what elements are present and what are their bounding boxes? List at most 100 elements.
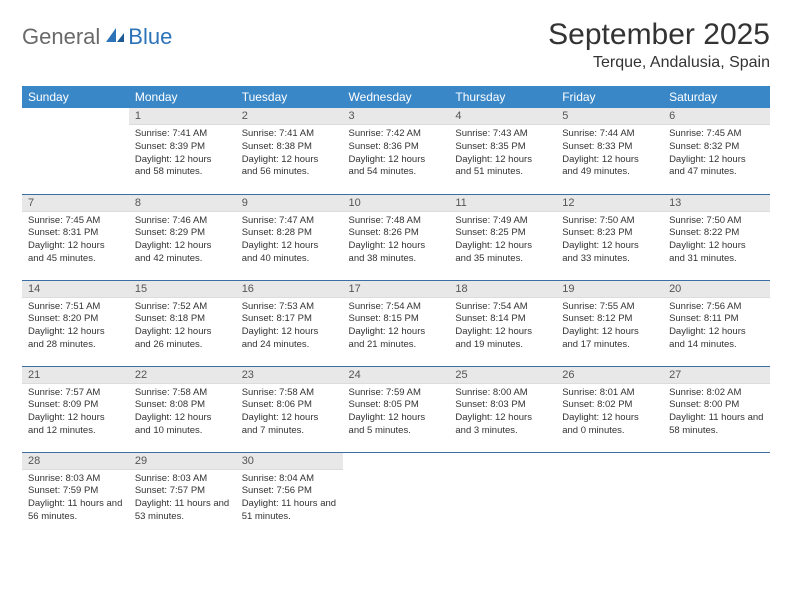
calendar-week: 1Sunrise: 7:41 AMSunset: 8:39 PMDaylight… [22, 108, 770, 194]
weekday-header: Friday [556, 86, 663, 108]
header: General Blue September 2025 Terque, Anda… [22, 18, 770, 72]
day-body: Sunrise: 7:58 AMSunset: 8:08 PMDaylight:… [129, 384, 236, 441]
title-block: September 2025 Terque, Andalusia, Spain [548, 18, 770, 72]
weekday-header: Sunday [22, 86, 129, 108]
calendar-cell: 6Sunrise: 7:45 AMSunset: 8:32 PMDaylight… [663, 108, 770, 194]
day-body: Sunrise: 7:49 AMSunset: 8:25 PMDaylight:… [449, 212, 556, 269]
day-body: Sunrise: 7:45 AMSunset: 8:32 PMDaylight:… [663, 125, 770, 182]
calendar-cell: 12Sunrise: 7:50 AMSunset: 8:23 PMDayligh… [556, 194, 663, 280]
calendar-cell [343, 452, 450, 538]
day-number: 11 [449, 195, 556, 212]
logo-text-blue: Blue [128, 24, 172, 50]
weekday-header: Monday [129, 86, 236, 108]
page-title: September 2025 [548, 18, 770, 52]
calendar-cell: 17Sunrise: 7:54 AMSunset: 8:15 PMDayligh… [343, 280, 450, 366]
calendar-cell: 10Sunrise: 7:48 AMSunset: 8:26 PMDayligh… [343, 194, 450, 280]
day-body: Sunrise: 7:54 AMSunset: 8:14 PMDaylight:… [449, 298, 556, 355]
day-number: 8 [129, 195, 236, 212]
day-body: Sunrise: 7:51 AMSunset: 8:20 PMDaylight:… [22, 298, 129, 355]
calendar-cell: 9Sunrise: 7:47 AMSunset: 8:28 PMDaylight… [236, 194, 343, 280]
day-number: 29 [129, 453, 236, 470]
day-number: 21 [22, 367, 129, 384]
calendar-cell: 21Sunrise: 7:57 AMSunset: 8:09 PMDayligh… [22, 366, 129, 452]
day-number: 1 [129, 108, 236, 125]
calendar-table: SundayMondayTuesdayWednesdayThursdayFrid… [22, 86, 770, 538]
calendar-cell: 14Sunrise: 7:51 AMSunset: 8:20 PMDayligh… [22, 280, 129, 366]
day-body: Sunrise: 7:48 AMSunset: 8:26 PMDaylight:… [343, 212, 450, 269]
day-number: 27 [663, 367, 770, 384]
day-number: 13 [663, 195, 770, 212]
day-number: 24 [343, 367, 450, 384]
day-number: 2 [236, 108, 343, 125]
calendar-cell: 20Sunrise: 7:56 AMSunset: 8:11 PMDayligh… [663, 280, 770, 366]
day-body: Sunrise: 7:59 AMSunset: 8:05 PMDaylight:… [343, 384, 450, 441]
day-number: 6 [663, 108, 770, 125]
day-number: 19 [556, 281, 663, 298]
day-body: Sunrise: 8:00 AMSunset: 8:03 PMDaylight:… [449, 384, 556, 441]
calendar-cell: 30Sunrise: 8:04 AMSunset: 7:56 PMDayligh… [236, 452, 343, 538]
calendar-cell: 16Sunrise: 7:53 AMSunset: 8:17 PMDayligh… [236, 280, 343, 366]
day-number: 10 [343, 195, 450, 212]
day-number: 30 [236, 453, 343, 470]
day-body: Sunrise: 7:53 AMSunset: 8:17 PMDaylight:… [236, 298, 343, 355]
calendar-cell: 22Sunrise: 7:58 AMSunset: 8:08 PMDayligh… [129, 366, 236, 452]
logo-sail-icon [104, 26, 126, 49]
weekday-row: SundayMondayTuesdayWednesdayThursdayFrid… [22, 86, 770, 108]
calendar-cell: 23Sunrise: 7:58 AMSunset: 8:06 PMDayligh… [236, 366, 343, 452]
calendar-cell: 25Sunrise: 8:00 AMSunset: 8:03 PMDayligh… [449, 366, 556, 452]
weekday-header: Thursday [449, 86, 556, 108]
day-number: 5 [556, 108, 663, 125]
calendar-cell: 5Sunrise: 7:44 AMSunset: 8:33 PMDaylight… [556, 108, 663, 194]
weekday-header: Tuesday [236, 86, 343, 108]
day-number: 16 [236, 281, 343, 298]
day-number: 4 [449, 108, 556, 125]
weekday-header: Wednesday [343, 86, 450, 108]
calendar-cell: 2Sunrise: 7:41 AMSunset: 8:38 PMDaylight… [236, 108, 343, 194]
day-number: 25 [449, 367, 556, 384]
calendar-cell [663, 452, 770, 538]
day-body: Sunrise: 7:58 AMSunset: 8:06 PMDaylight:… [236, 384, 343, 441]
calendar-cell: 11Sunrise: 7:49 AMSunset: 8:25 PMDayligh… [449, 194, 556, 280]
day-number: 22 [129, 367, 236, 384]
day-number: 20 [663, 281, 770, 298]
day-body: Sunrise: 7:43 AMSunset: 8:35 PMDaylight:… [449, 125, 556, 182]
day-body: Sunrise: 7:42 AMSunset: 8:36 PMDaylight:… [343, 125, 450, 182]
day-body: Sunrise: 8:02 AMSunset: 8:00 PMDaylight:… [663, 384, 770, 441]
day-body: Sunrise: 7:41 AMSunset: 8:39 PMDaylight:… [129, 125, 236, 182]
calendar-cell: 3Sunrise: 7:42 AMSunset: 8:36 PMDaylight… [343, 108, 450, 194]
calendar-week: 21Sunrise: 7:57 AMSunset: 8:09 PMDayligh… [22, 366, 770, 452]
day-body: Sunrise: 7:46 AMSunset: 8:29 PMDaylight:… [129, 212, 236, 269]
calendar-cell: 7Sunrise: 7:45 AMSunset: 8:31 PMDaylight… [22, 194, 129, 280]
day-number: 9 [236, 195, 343, 212]
calendar-cell: 29Sunrise: 8:03 AMSunset: 7:57 PMDayligh… [129, 452, 236, 538]
day-body: Sunrise: 7:44 AMSunset: 8:33 PMDaylight:… [556, 125, 663, 182]
calendar-week: 28Sunrise: 8:03 AMSunset: 7:59 PMDayligh… [22, 452, 770, 538]
calendar-cell: 18Sunrise: 7:54 AMSunset: 8:14 PMDayligh… [449, 280, 556, 366]
day-number: 28 [22, 453, 129, 470]
day-body: Sunrise: 7:50 AMSunset: 8:22 PMDaylight:… [663, 212, 770, 269]
day-number: 3 [343, 108, 450, 125]
day-body: Sunrise: 8:03 AMSunset: 7:57 PMDaylight:… [129, 470, 236, 527]
day-body: Sunrise: 7:45 AMSunset: 8:31 PMDaylight:… [22, 212, 129, 269]
day-number: 15 [129, 281, 236, 298]
day-body: Sunrise: 8:03 AMSunset: 7:59 PMDaylight:… [22, 470, 129, 527]
logo: General Blue [22, 18, 172, 50]
calendar-cell: 28Sunrise: 8:03 AMSunset: 7:59 PMDayligh… [22, 452, 129, 538]
calendar-cell [449, 452, 556, 538]
day-number: 14 [22, 281, 129, 298]
calendar-cell: 1Sunrise: 7:41 AMSunset: 8:39 PMDaylight… [129, 108, 236, 194]
calendar-week: 7Sunrise: 7:45 AMSunset: 8:31 PMDaylight… [22, 194, 770, 280]
weekday-header: Saturday [663, 86, 770, 108]
logo-text-general: General [22, 24, 100, 50]
day-number: 23 [236, 367, 343, 384]
day-body: Sunrise: 7:41 AMSunset: 8:38 PMDaylight:… [236, 125, 343, 182]
calendar-cell: 27Sunrise: 8:02 AMSunset: 8:00 PMDayligh… [663, 366, 770, 452]
calendar-cell [556, 452, 663, 538]
day-body: Sunrise: 7:56 AMSunset: 8:11 PMDaylight:… [663, 298, 770, 355]
calendar-week: 14Sunrise: 7:51 AMSunset: 8:20 PMDayligh… [22, 280, 770, 366]
calendar-cell: 26Sunrise: 8:01 AMSunset: 8:02 PMDayligh… [556, 366, 663, 452]
day-number: 7 [22, 195, 129, 212]
calendar-cell: 8Sunrise: 7:46 AMSunset: 8:29 PMDaylight… [129, 194, 236, 280]
calendar-cell: 4Sunrise: 7:43 AMSunset: 8:35 PMDaylight… [449, 108, 556, 194]
day-body: Sunrise: 7:52 AMSunset: 8:18 PMDaylight:… [129, 298, 236, 355]
